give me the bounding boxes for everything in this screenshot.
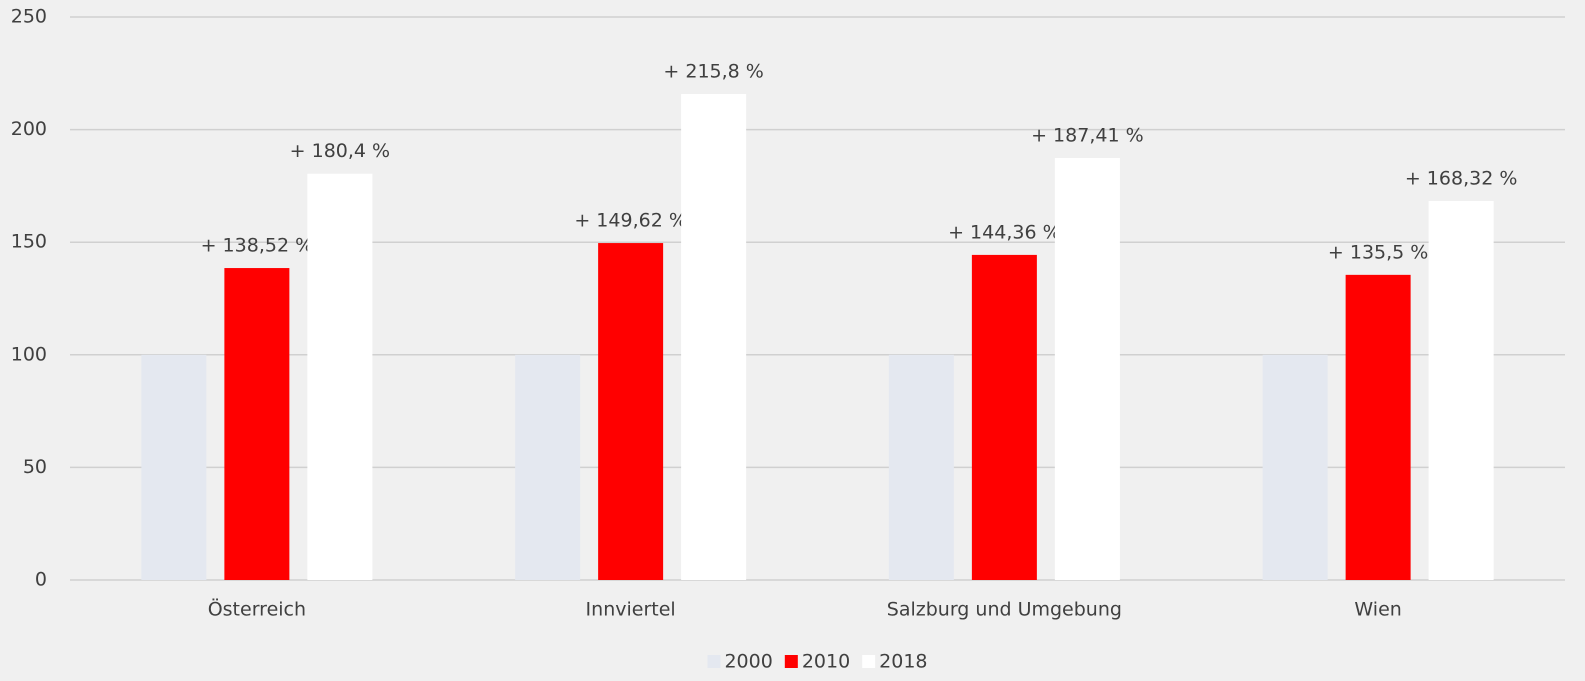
legend-label: 2018	[879, 651, 927, 673]
value-label: + 168,32 %	[1405, 167, 1518, 189]
x-tick-label: Wien	[1354, 599, 1401, 621]
value-label: + 180,4 %	[290, 140, 390, 162]
y-tick-label: 200	[11, 118, 47, 140]
value-label: + 144,36 %	[948, 221, 1061, 243]
legend-swatch	[862, 655, 876, 668]
legend-label: 2010	[802, 651, 850, 673]
y-tick-label: 150	[11, 231, 47, 253]
value-label: + 215,8 %	[663, 61, 763, 83]
legend-label: 2000	[724, 651, 772, 673]
value-label: + 135,5 %	[1328, 241, 1428, 263]
bar	[971, 254, 1037, 580]
x-tick-label: Salzburg und Umgebung	[887, 599, 1122, 621]
bar	[598, 243, 664, 580]
legend-swatch	[784, 655, 798, 668]
y-tick-label: 250	[11, 6, 47, 28]
value-label: + 187,41 %	[1031, 124, 1144, 146]
bar	[888, 354, 954, 580]
bar	[224, 268, 290, 580]
bar	[1345, 274, 1411, 580]
bar	[681, 94, 747, 580]
bar	[307, 173, 373, 580]
x-tick-label: Innviertel	[586, 599, 676, 621]
bar	[1054, 157, 1120, 580]
value-label: + 149,62 %	[574, 210, 687, 232]
value-label: + 138,52 %	[201, 235, 314, 257]
legend-swatch	[707, 655, 721, 668]
x-tick-label: Österreich	[208, 598, 306, 621]
y-tick-label: 100	[11, 343, 47, 365]
bar	[515, 354, 581, 580]
bar	[1262, 354, 1328, 580]
y-tick-label: 0	[35, 569, 47, 591]
bar	[1428, 200, 1494, 580]
bar	[141, 354, 207, 580]
y-tick-label: 50	[23, 456, 47, 478]
